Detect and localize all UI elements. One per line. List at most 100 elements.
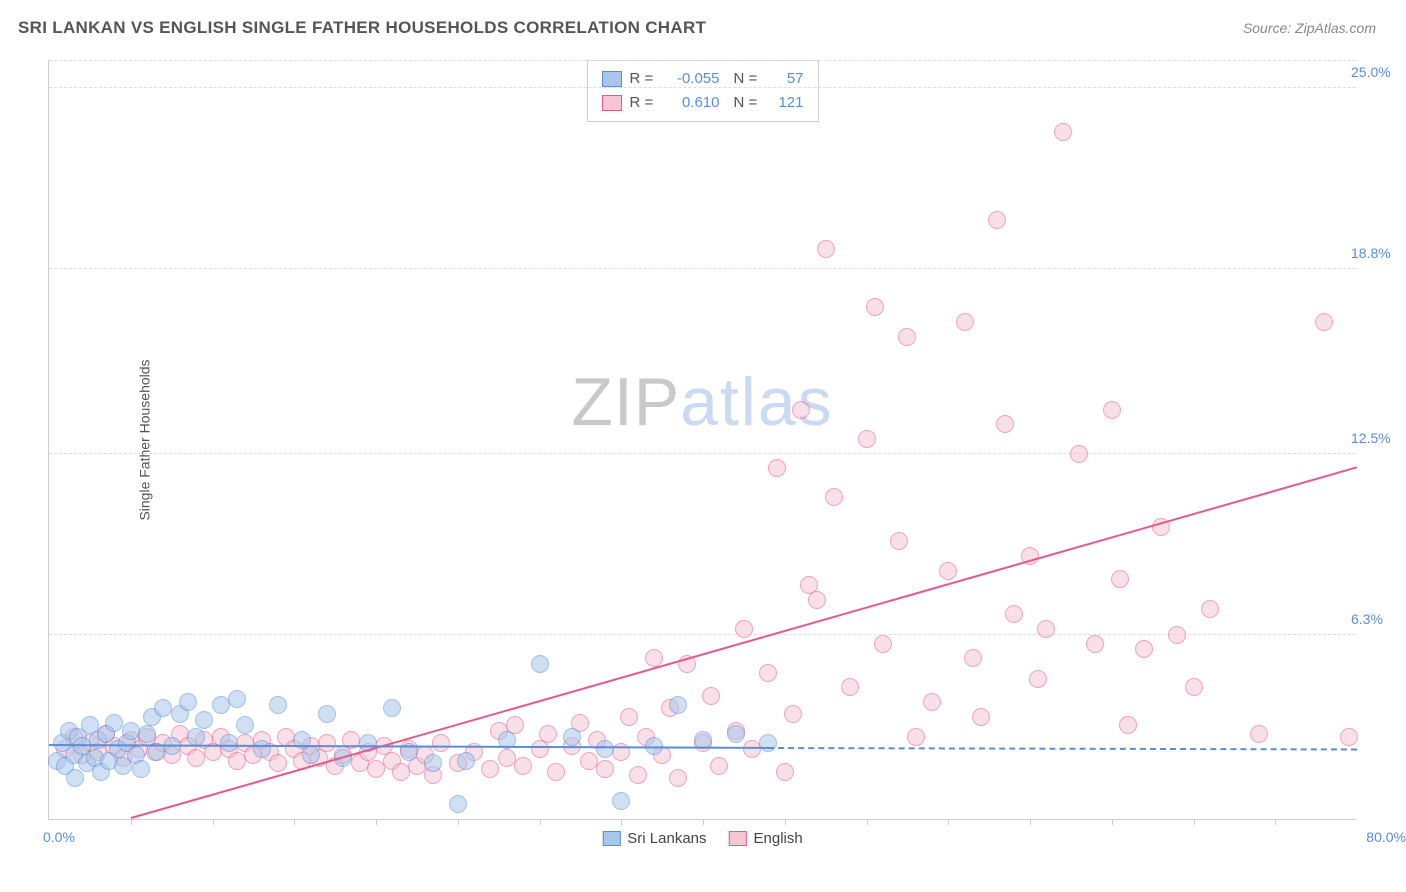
english-point: [874, 635, 892, 653]
x-tick: [1194, 819, 1195, 825]
y-tick-label: 12.5%: [1351, 430, 1406, 446]
english-point: [808, 591, 826, 609]
sri-lankans-trend-extrapolation: [768, 747, 1357, 750]
english-point: [898, 328, 916, 346]
x-tick: [213, 819, 214, 825]
y-tick-label: 18.8%: [1351, 245, 1406, 261]
x-tick: [948, 819, 949, 825]
legend-swatch-sri-lankans: [602, 71, 622, 87]
x-tick: [1030, 819, 1031, 825]
english-point: [498, 749, 516, 767]
correlation-legend: R = -0.055 N = 57 R = 0.610 N = 121: [587, 60, 819, 122]
sri-lankans-point: [612, 792, 630, 810]
source-label: Source: ZipAtlas.com: [1243, 20, 1376, 36]
english-point: [1119, 716, 1137, 734]
sri-lankans-point: [424, 754, 442, 772]
sri-lankans-point: [383, 699, 401, 717]
sri-lankans-point: [179, 693, 197, 711]
english-point: [514, 757, 532, 775]
sri-lankans-point: [187, 728, 205, 746]
english-point: [669, 769, 687, 787]
english-point: [858, 430, 876, 448]
english-point: [841, 678, 859, 696]
sri-lankans-point: [122, 722, 140, 740]
gridline: [49, 268, 1356, 269]
sri-lankans-point: [727, 725, 745, 743]
x-tick: [131, 819, 132, 825]
x-tick: [785, 819, 786, 825]
legend-n-label: N =: [734, 91, 764, 115]
english-point: [768, 459, 786, 477]
english-point: [1201, 600, 1219, 618]
english-point: [1250, 725, 1268, 743]
chart-title: SRI LANKAN VS ENGLISH SINGLE FATHER HOUS…: [18, 18, 706, 38]
english-point: [907, 728, 925, 746]
english-point: [1168, 626, 1186, 644]
english-point: [187, 749, 205, 767]
legend-r-label: R =: [630, 91, 658, 115]
english-point: [923, 693, 941, 711]
series-label-sri-lankans: Sri Lankans: [627, 830, 706, 847]
sri-lankans-point: [302, 746, 320, 764]
english-point: [988, 211, 1006, 229]
watermark: ZIPatlas: [571, 363, 833, 441]
english-point: [1340, 728, 1358, 746]
legend-row-english: R = 0.610 N = 121: [602, 91, 804, 115]
gridline: [49, 60, 1356, 61]
legend-swatch-icon: [729, 831, 747, 846]
sri-lankans-point: [132, 760, 150, 778]
watermark-zip: ZIP: [571, 364, 680, 440]
english-point: [956, 313, 974, 331]
x-tick: [703, 819, 704, 825]
series-legend: Sri Lankans English: [602, 830, 802, 847]
sri-lankans-point: [212, 696, 230, 714]
english-point: [1029, 670, 1047, 688]
x-tick: [621, 819, 622, 825]
sri-lankans-point: [596, 740, 614, 758]
english-point: [481, 760, 499, 778]
english-point: [1054, 123, 1072, 141]
x-tick: [867, 819, 868, 825]
x-tick: [294, 819, 295, 825]
y-tick-label: 25.0%: [1351, 64, 1406, 80]
english-point: [1005, 605, 1023, 623]
english-point: [547, 763, 565, 781]
english-point: [735, 620, 753, 638]
english-point: [432, 734, 450, 752]
y-tick-label: 6.3%: [1351, 611, 1406, 627]
sri-lankans-point: [318, 705, 336, 723]
x-tick: [376, 819, 377, 825]
sri-lankans-point: [457, 752, 475, 770]
sri-lankans-point: [669, 696, 687, 714]
series-label-english: English: [754, 830, 803, 847]
english-point: [1185, 678, 1203, 696]
english-point: [580, 752, 598, 770]
english-point: [269, 754, 287, 772]
sri-lankans-point: [105, 714, 123, 732]
sri-lankans-point: [138, 725, 156, 743]
english-point: [1111, 570, 1129, 588]
x-axis-min-label: 0.0%: [43, 829, 75, 845]
english-point: [1103, 401, 1121, 419]
english-point: [776, 763, 794, 781]
english-point: [866, 298, 884, 316]
english-point: [539, 725, 557, 743]
series-legend-english: English: [729, 830, 803, 847]
legend-n-value-english: 121: [772, 91, 804, 115]
sri-lankans-point: [220, 734, 238, 752]
english-point: [792, 401, 810, 419]
x-tick: [458, 819, 459, 825]
english-point: [392, 763, 410, 781]
english-point: [890, 532, 908, 550]
sri-lankans-point: [531, 655, 549, 673]
english-point: [710, 757, 728, 775]
y-axis-label: Single Father Households: [137, 359, 153, 520]
legend-r-value-english: 0.610: [666, 91, 720, 115]
sri-lankans-point: [269, 696, 287, 714]
gridline: [49, 87, 1356, 88]
sri-lankans-point: [228, 690, 246, 708]
sri-lankans-point: [449, 795, 467, 813]
sri-lankans-point: [195, 711, 213, 729]
english-point: [629, 766, 647, 784]
english-point: [972, 708, 990, 726]
